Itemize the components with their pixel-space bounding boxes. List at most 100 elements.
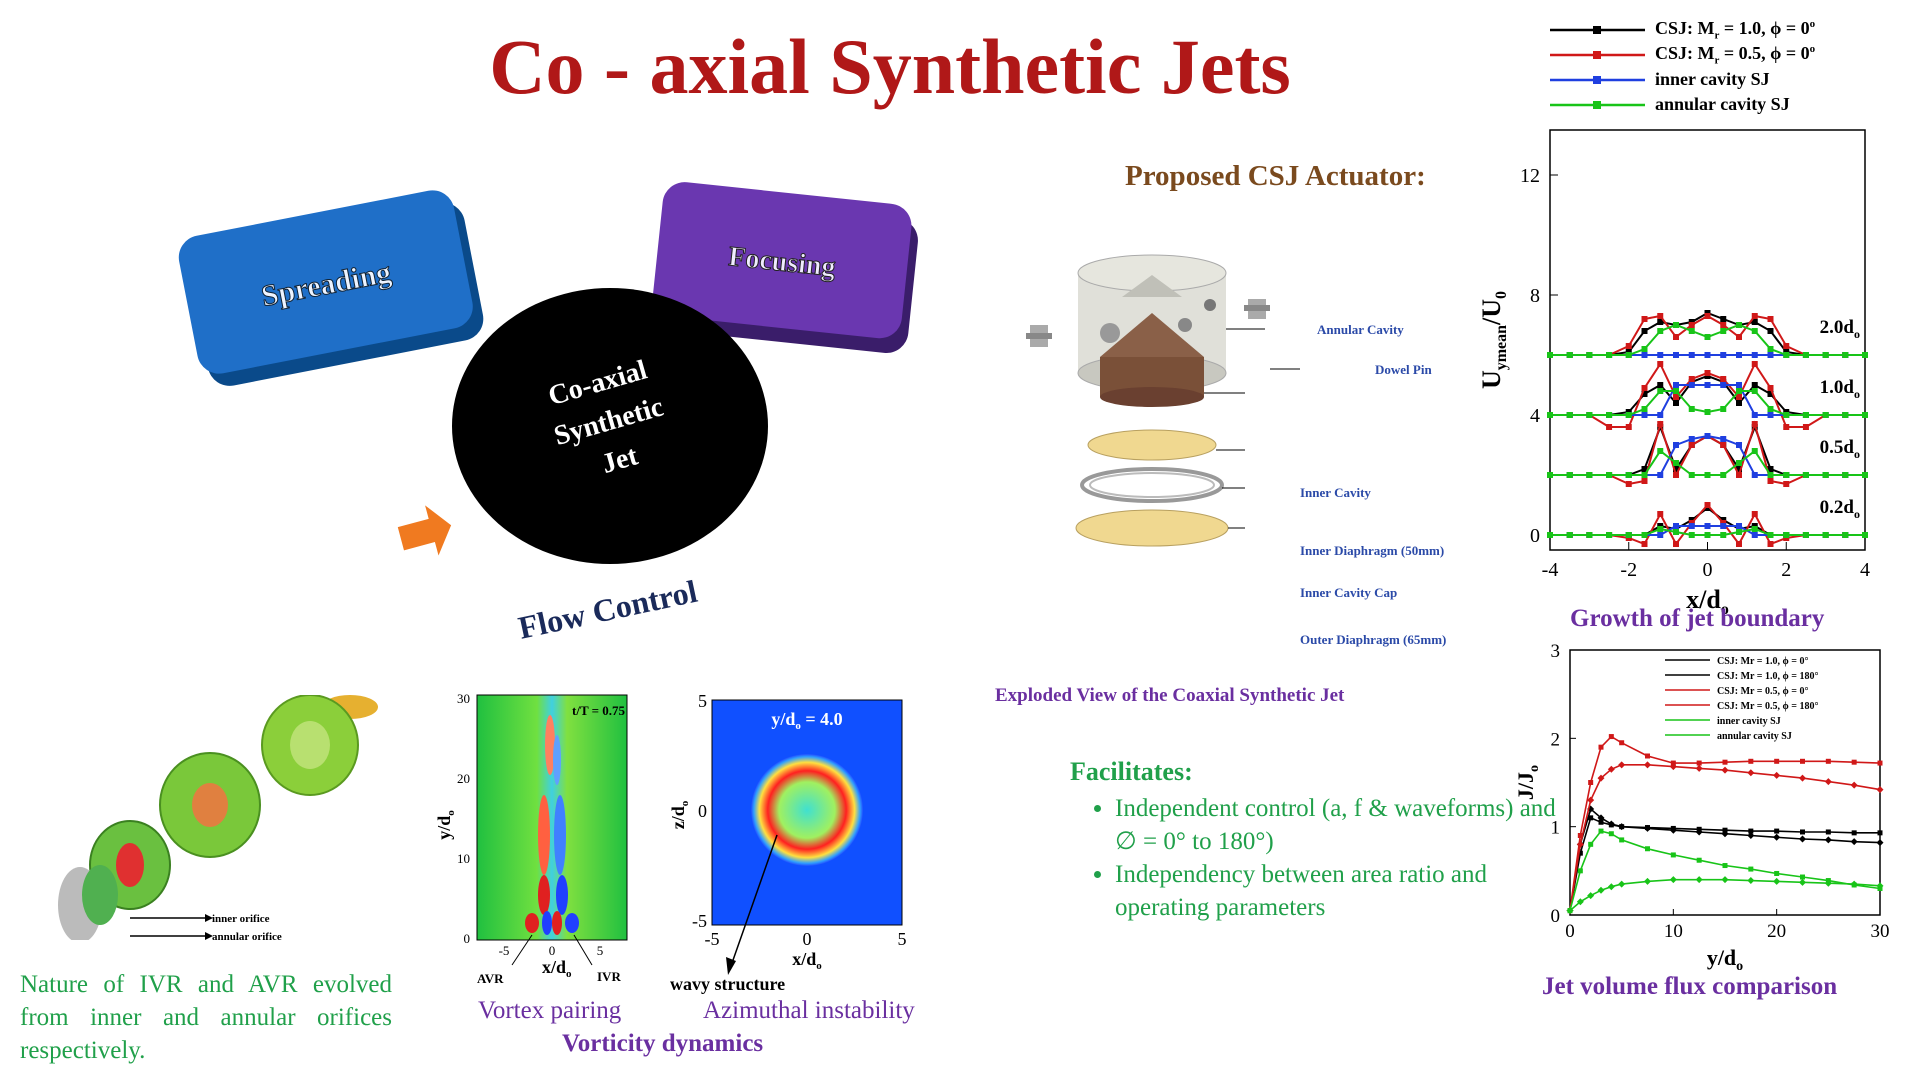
- chart1-marker: [1625, 532, 1632, 538]
- chart1-marker: [1736, 334, 1742, 340]
- chart2-marker: [1577, 850, 1583, 856]
- svg-text:-5: -5: [692, 911, 707, 931]
- chart2-frame: [1569, 649, 1881, 916]
- legend-entry: CSJ: Mr = 1.0, ϕ = 0o: [1550, 17, 1815, 42]
- chart2-marker: [1851, 759, 1857, 765]
- svg-text:5: 5: [898, 929, 907, 949]
- chart2-marker: [1774, 758, 1780, 764]
- chart2-marker: [1587, 805, 1595, 813]
- svg-text:y/do: y/do: [434, 810, 457, 840]
- chart1-marker: [1767, 391, 1774, 397]
- chart1-marker: [1783, 481, 1790, 487]
- chart2-series-line: [1569, 735, 1881, 911]
- chart2-marker: [1747, 877, 1755, 885]
- chart1-marker: [1688, 442, 1695, 448]
- chart2-marker: [1696, 857, 1702, 863]
- chart1-marker: [1822, 532, 1829, 538]
- chart2-marker: [1577, 868, 1583, 874]
- chart1-marker: [1767, 406, 1774, 412]
- svg-text:5: 5: [698, 691, 707, 711]
- chart1-marker: [1720, 322, 1727, 328]
- chart1-marker: [1751, 319, 1758, 325]
- chart1-marker: [1862, 472, 1868, 478]
- chart1-marker: [1673, 322, 1679, 328]
- chart2-marker: [1645, 753, 1650, 759]
- chart2-marker: [1773, 877, 1781, 885]
- chart1-marker: [1704, 352, 1711, 358]
- chart1-marker: [1736, 529, 1742, 535]
- chart2-marker: [1695, 876, 1703, 884]
- chart2-marker: [1576, 898, 1584, 906]
- chart1-marker: [1783, 343, 1790, 349]
- legend-top: CSJ: Mr = 1.0, ϕ = 0o CSJ: Mr = 0.5, ϕ = …: [1550, 17, 1815, 117]
- chart2-marker: [1670, 852, 1676, 858]
- chart1-marker: [1767, 346, 1774, 352]
- inner-cavity-label: Inner Cavity: [1300, 485, 1371, 500]
- chart2-marker: [1824, 836, 1832, 844]
- chart1-marker: [1704, 313, 1711, 319]
- chart2-legend-label: annular cavity SJ: [1717, 731, 1792, 742]
- chart-jet-boundary: 04812-4-2024x/doUymean/U02.0do1.0do0.5do…: [1480, 129, 1870, 618]
- chart1-marker: [1783, 352, 1790, 358]
- chart1-marker: [1822, 472, 1829, 478]
- chart1-marker: [1688, 436, 1695, 442]
- chart1-marker: [1688, 352, 1695, 358]
- chart1-marker: [1751, 313, 1758, 319]
- chart2-legend-label: CSJ: Mr = 1.0, ϕ = 0°: [1717, 656, 1808, 667]
- inner-orifice-label: inner orifice: [212, 913, 270, 925]
- focusing-box: Focusing: [653, 182, 918, 353]
- vortex-caption: Nature of IVR and AVR evolved from inner…: [20, 971, 392, 1064]
- chart1-marker: [1673, 541, 1679, 547]
- chart1-marker: [1657, 352, 1664, 358]
- chart1-marker: [1736, 442, 1742, 448]
- chart2-marker: [1588, 841, 1594, 847]
- chart1-marker: [1704, 334, 1711, 340]
- annular-orifice-label: annular orifice: [212, 931, 282, 940]
- chart2-marker: [1695, 764, 1703, 772]
- svg-text:5: 5: [597, 943, 604, 958]
- chart2-marker: [1721, 876, 1729, 884]
- chart2-marker: [1597, 886, 1605, 894]
- chart1-marker: [1641, 472, 1648, 478]
- svg-text:x/do: x/do: [792, 949, 822, 972]
- chart2-marker: [1669, 763, 1677, 771]
- chart1-ytick: 12: [1520, 165, 1540, 187]
- chart1-marker: [1751, 328, 1758, 334]
- chart1-marker: [1673, 382, 1679, 388]
- page-title: Co - axial Synthetic Jets: [489, 23, 1291, 110]
- chart1-marker: [1751, 448, 1758, 454]
- svg-text:-5: -5: [705, 929, 720, 949]
- chart1-marker: [1783, 532, 1790, 538]
- chart1-marker: [1767, 472, 1774, 478]
- ivr-label: IVR: [597, 969, 621, 984]
- chart1-marker: [1767, 328, 1774, 334]
- chart2-xtick: 0: [1565, 921, 1575, 942]
- chart2-marker: [1850, 880, 1858, 888]
- chart2-marker: [1607, 820, 1615, 828]
- chart1-marker: [1673, 460, 1679, 466]
- facilitates-heading: Facilitates:: [1070, 757, 1193, 786]
- chart1-marker: [1720, 442, 1727, 448]
- chart2-marker: [1608, 734, 1614, 740]
- chart2-marker: [1748, 758, 1754, 764]
- chart1-marker: [1767, 385, 1774, 391]
- svg-text:0: 0: [698, 801, 707, 821]
- chart2-marker: [1721, 830, 1729, 838]
- chart1-marker: [1736, 541, 1742, 547]
- chart1-marker: [1625, 352, 1632, 358]
- chart2-marker: [1773, 771, 1781, 779]
- chart2-marker: [1800, 874, 1805, 880]
- chart1-xtick: -4: [1542, 559, 1559, 581]
- chart2-marker: [1670, 760, 1676, 766]
- chart1-marker: [1842, 352, 1849, 358]
- chart1-offset-label: 1.0do: [1820, 377, 1860, 401]
- chart2-marker: [1722, 759, 1728, 765]
- chart2-marker: [1588, 815, 1594, 821]
- chart2-marker: [1598, 819, 1604, 825]
- chart1-marker: [1625, 472, 1632, 478]
- chart1-marker: [1720, 376, 1727, 382]
- flow-control-label: Flow Control: [515, 573, 700, 646]
- chart1-xtick: 0: [1703, 559, 1713, 581]
- chart1-xtick: 2: [1781, 559, 1791, 581]
